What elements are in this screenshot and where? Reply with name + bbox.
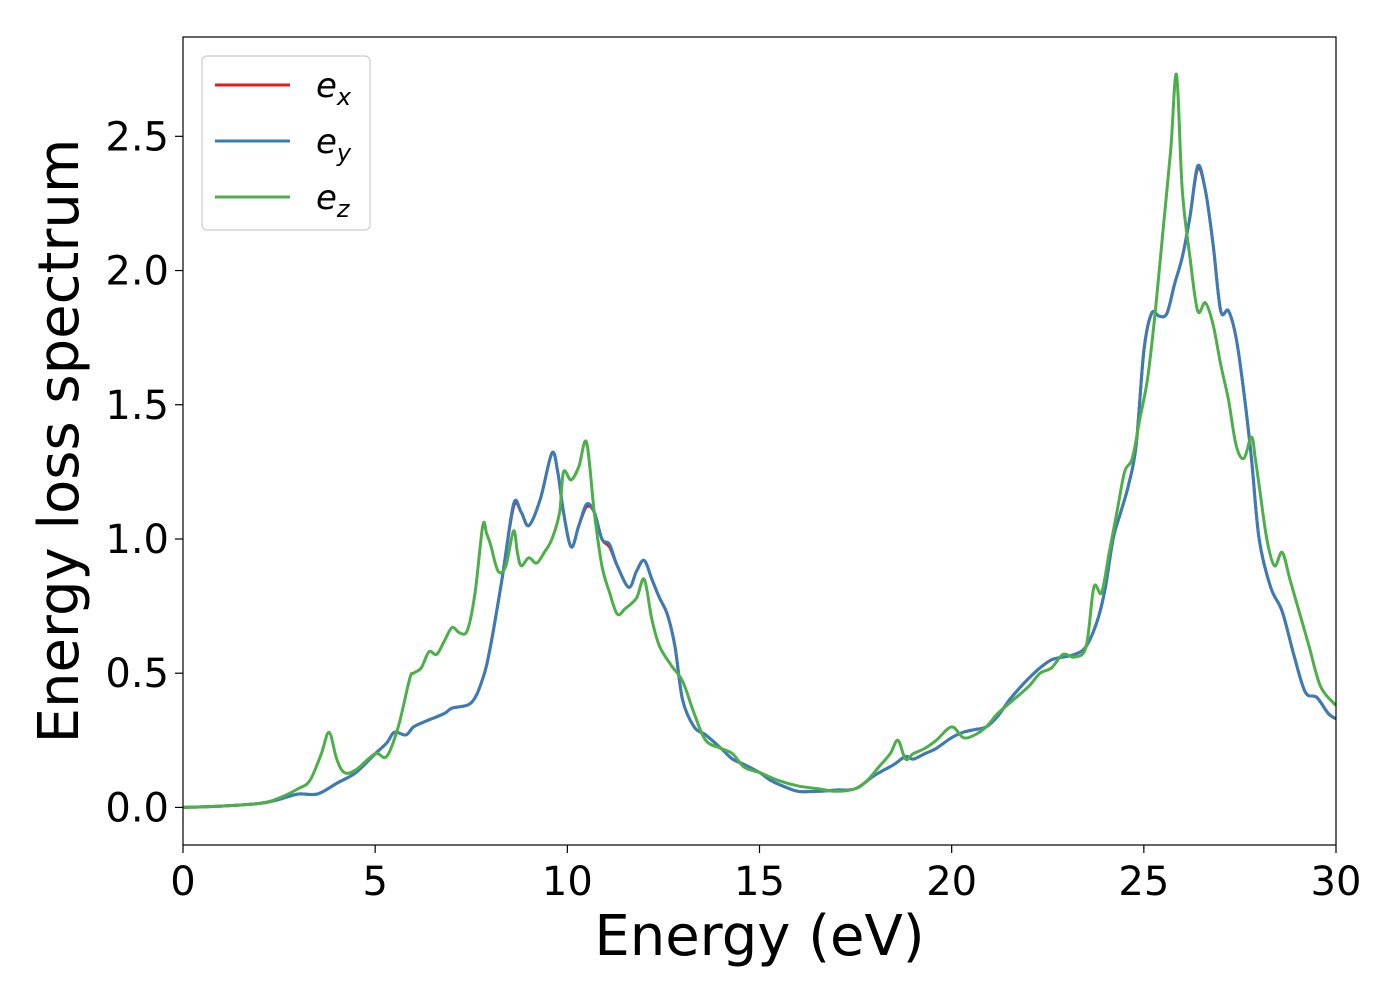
x-tick-label: 30 xyxy=(1311,859,1362,905)
legend-label-z: ez xyxy=(316,178,351,223)
legend-label-y: ey xyxy=(316,122,352,167)
y-tick-label: 0.0 xyxy=(105,785,169,831)
x-tick-label: 10 xyxy=(542,859,593,905)
legend-label-x: ex xyxy=(316,66,352,111)
x-axis-label: Energy (eV) xyxy=(594,904,924,969)
legend: ex ey ez xyxy=(201,55,371,231)
y-tick-label: 1.0 xyxy=(105,517,169,563)
y-axis-label: Energy loss spectrum xyxy=(27,139,92,744)
y-axis: 0.0 0.5 1.0 1.5 2.0 2.5 xyxy=(105,114,183,831)
series-line-z xyxy=(183,72,1336,809)
series-lines xyxy=(183,72,1336,809)
y-tick-label: 0.5 xyxy=(105,651,169,697)
legend-box xyxy=(201,55,371,231)
x-tick-label: 5 xyxy=(362,859,387,905)
x-axis: 0 5 10 15 20 25 30 xyxy=(170,845,1361,905)
series-line-x xyxy=(183,166,1336,809)
x-tick-label: 25 xyxy=(1118,859,1169,905)
x-tick-label: 20 xyxy=(926,859,977,905)
y-tick-label: 2.0 xyxy=(105,249,169,295)
y-tick-label: 2.5 xyxy=(105,114,169,160)
series-line-y xyxy=(183,163,1336,809)
x-tick-label: 15 xyxy=(734,859,785,905)
x-tick-label: 0 xyxy=(170,859,195,905)
y-tick-label: 1.5 xyxy=(105,383,169,429)
